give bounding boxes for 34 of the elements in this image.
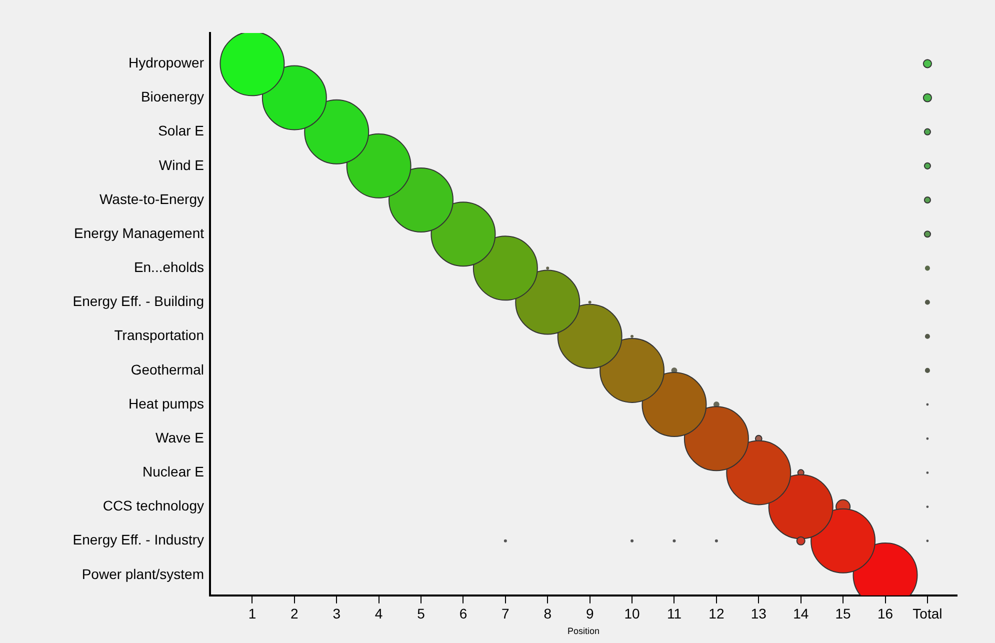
y-tick-label: Energy Eff. - Building — [72, 293, 204, 310]
y-tick-label: Waste-to-Energy — [99, 190, 204, 207]
x-tick-label: 3 — [332, 606, 341, 622]
y-tick-label: En...eholds — [134, 259, 204, 276]
x-tick-label: 6 — [459, 606, 468, 622]
x-tick-label: 14 — [793, 606, 809, 622]
y-tick-label: Nuclear E — [142, 464, 204, 480]
x-tick-label: 12 — [708, 606, 724, 622]
y-tick-label: Bioenergy — [140, 88, 204, 105]
y-tick-label: CCS technology — [102, 498, 204, 514]
x-tick-label: 7 — [502, 606, 510, 622]
y-tick-label: Power plant/system — [82, 566, 204, 582]
x-tick-label: 16 — [877, 606, 894, 622]
x-axis-title: Position — [567, 626, 600, 636]
x-tick-label: 1 — [248, 606, 256, 622]
x-tick-label: 8 — [544, 606, 552, 622]
y-tick-label: Hydropower — [128, 54, 204, 71]
y-tick-label: Transportation — [114, 327, 204, 344]
x-tick-label: 4 — [374, 606, 383, 622]
x-tick-label: 2 — [290, 606, 299, 622]
x-tick-label: 10 — [624, 606, 640, 622]
x-tick-label: Total — [912, 606, 942, 622]
x-tick-label: 15 — [835, 606, 852, 622]
y-tick-label: Wave E — [156, 429, 204, 446]
y-tick-label: Geothermal — [130, 361, 204, 378]
x-tick-label: 13 — [750, 606, 767, 622]
x-tick-label: 5 — [417, 606, 426, 622]
y-tick-label: Solar E — [158, 122, 204, 139]
x-tick-label: 11 — [666, 606, 682, 622]
y-tick-label: Wind E — [158, 156, 204, 173]
y-tick-label: Energy Eff. - Industry — [72, 532, 204, 548]
x-tick-label: 9 — [586, 606, 594, 622]
y-tick-label: Energy Management — [74, 224, 204, 241]
y-tick-label: Heat pumps — [128, 395, 204, 412]
